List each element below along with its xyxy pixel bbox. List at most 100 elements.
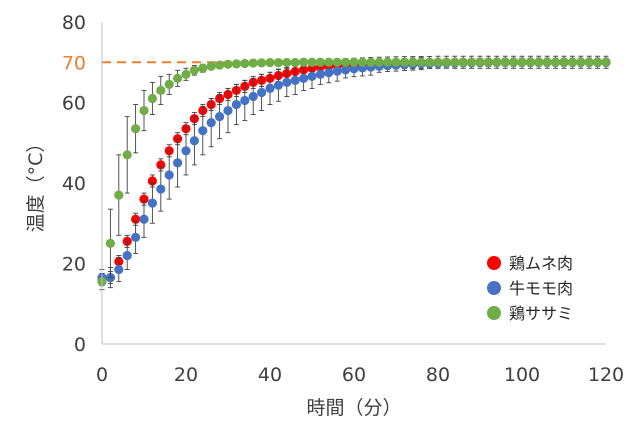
data-point	[139, 105, 149, 116]
data-point	[567, 57, 578, 67]
data-point	[542, 57, 552, 67]
axis-layer	[101, 22, 606, 345]
data-point	[366, 57, 376, 67]
data-point	[156, 85, 166, 96]
data-point	[215, 111, 225, 122]
data-point	[391, 57, 401, 67]
data-point	[273, 58, 283, 68]
data-point	[349, 64, 359, 74]
data-point	[315, 57, 325, 67]
reference-line-label: 70	[62, 52, 86, 74]
data-point	[299, 57, 309, 67]
data-point	[122, 250, 132, 261]
legend-label: 鶏ムネ肉	[509, 254, 573, 273]
data-point	[257, 58, 267, 68]
data-point	[467, 57, 477, 67]
data-point	[265, 58, 275, 68]
data-point	[416, 57, 426, 67]
data-point	[408, 57, 418, 67]
data-point	[231, 99, 241, 110]
x-axis-title: 時間（分）	[306, 397, 401, 419]
y-tick-label: 60	[62, 93, 86, 115]
data-point	[114, 190, 124, 200]
data-point	[475, 57, 485, 67]
data-point	[122, 150, 132, 160]
data-point	[483, 57, 493, 67]
y-tick-label: 0	[74, 334, 86, 356]
data-point	[324, 68, 334, 78]
data-point	[131, 232, 141, 242]
data-point	[307, 71, 317, 81]
data-point	[240, 58, 250, 69]
data-point	[341, 57, 351, 67]
x-tick-label: 60	[342, 364, 366, 386]
data-point	[248, 91, 258, 102]
data-point	[517, 57, 527, 67]
data-point	[206, 61, 216, 71]
data-point	[240, 95, 250, 106]
data-point	[147, 198, 157, 208]
legend-marker	[487, 281, 501, 295]
data-point	[198, 63, 208, 73]
y-axis-title: 温度（°C）	[25, 134, 47, 233]
data-point	[315, 69, 325, 79]
legend-label: 牛モモ肉	[509, 279, 573, 298]
data-point	[559, 57, 569, 67]
data-point	[198, 126, 208, 136]
data-point	[500, 57, 510, 67]
data-point	[399, 57, 409, 67]
series-layer	[97, 55, 611, 291]
data-point	[433, 57, 443, 67]
data-point	[601, 57, 611, 67]
y-tick-label: 80	[62, 12, 86, 34]
data-point	[584, 57, 594, 67]
data-point	[156, 184, 166, 194]
data-point	[534, 57, 544, 67]
x-tick-label: 0	[96, 364, 108, 386]
data-point	[282, 77, 292, 87]
legend-label: 鶏ササミ	[509, 304, 573, 323]
data-point	[265, 83, 275, 94]
x-tick-label: 40	[258, 364, 282, 386]
data-point	[189, 136, 199, 146]
data-point	[173, 73, 183, 83]
data-point	[324, 57, 334, 67]
x-tick-label: 100	[504, 364, 540, 386]
data-point	[593, 57, 603, 67]
data-point	[223, 105, 233, 116]
data-point	[450, 57, 460, 67]
data-point	[425, 57, 435, 67]
x-tick-label: 20	[174, 364, 198, 386]
series-2	[97, 57, 611, 291]
x-tick-label: 120	[588, 364, 624, 386]
y-tick-label: 40	[62, 173, 86, 195]
data-point	[139, 214, 149, 224]
data-point	[576, 57, 586, 67]
data-point	[114, 264, 124, 275]
data-point	[332, 57, 342, 67]
data-point	[147, 93, 157, 104]
data-point	[223, 59, 233, 69]
data-point	[164, 170, 174, 180]
data-point	[231, 59, 241, 69]
data-point	[551, 57, 561, 67]
data-point	[332, 66, 342, 76]
data-point	[181, 146, 191, 156]
data-point	[458, 57, 468, 67]
data-point	[349, 57, 359, 67]
data-point	[441, 57, 451, 67]
data-point	[273, 80, 283, 90]
data-point	[131, 124, 141, 134]
data-point	[525, 57, 536, 67]
data-point	[290, 75, 300, 85]
data-point	[374, 57, 384, 67]
data-point	[492, 57, 502, 67]
data-point	[189, 65, 199, 75]
data-point	[299, 73, 309, 83]
data-point	[357, 57, 367, 67]
data-point	[215, 60, 225, 70]
legend-marker	[487, 306, 501, 320]
data-point	[181, 69, 191, 79]
